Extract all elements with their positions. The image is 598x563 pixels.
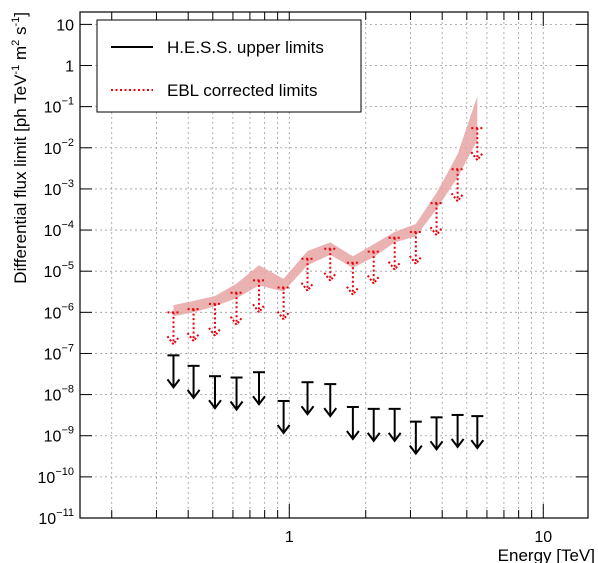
- legend: H.E.S.S. upper limits EBL corrected limi…: [96, 19, 362, 113]
- legend-box: [96, 19, 362, 113]
- hess-limit-arrow-head: [429, 440, 444, 452]
- ebl-limit-arrow-head: [252, 303, 266, 314]
- y-tick-label: 10−10: [38, 466, 74, 487]
- axis-ticks: [80, 12, 588, 519]
- ebl-uncertainty-band: [173, 96, 478, 317]
- hess-limit-arrow-head: [366, 432, 381, 443]
- hess-limit-arrow-head: [276, 424, 291, 435]
- grid: [80, 12, 588, 519]
- hess-upper-limits: [166, 354, 485, 456]
- hess-limit-arrow-head: [229, 400, 244, 412]
- ebl-limit-arrow-head: [409, 255, 423, 266]
- x-axis-title: Energy [TeV]: [498, 546, 595, 563]
- ebl-limit-arrow-head: [300, 282, 315, 293]
- hess-limit-arrow-head: [387, 432, 402, 443]
- y-tick-label: 1: [65, 59, 74, 76]
- hess-limit-arrow-head: [186, 389, 201, 400]
- ebl-limit-arrow-head: [366, 274, 381, 286]
- y-tick-label: 10−1: [44, 96, 74, 117]
- ebl-limit-arrow-head: [208, 327, 222, 338]
- y-tick-label: 10−6: [44, 301, 74, 322]
- legend-hess-label: H.E.S.S. upper limits: [167, 38, 324, 57]
- y-axis-title: Differential flux limit [ph TeV-1 m2 s-1…: [10, 12, 30, 284]
- ebl-limit-arrow-head: [166, 335, 181, 346]
- y-tick-label: 10−9: [44, 425, 74, 446]
- y-tick-label: 10−7: [44, 342, 74, 363]
- x-tick-label: 1: [285, 529, 294, 546]
- ebl-limit-arrow-head: [387, 261, 402, 272]
- y-tick-label: 10−11: [38, 507, 74, 528]
- hess-limit-arrow-head: [166, 378, 181, 390]
- x-tick-labels: 1 10: [285, 529, 552, 546]
- x-tick-label: 10: [534, 529, 552, 546]
- ebl-limit-arrow-head: [450, 192, 465, 203]
- ebl-limit-arrow-head: [323, 272, 338, 283]
- y-tick-label: 10: [56, 17, 74, 34]
- ebl-limit-arrow-head: [229, 316, 244, 327]
- ebl-limit-arrow-head: [276, 310, 291, 322]
- legend-ebl-label: EBL corrected limits: [167, 81, 318, 100]
- hess-limit-arrow-head: [470, 439, 485, 450]
- hess-limit-arrow-head: [323, 407, 338, 418]
- hess-limit-arrow-head: [346, 430, 360, 441]
- ebl-band-shape: [173, 96, 478, 317]
- ebl-limit-arrow-head: [346, 286, 360, 297]
- y-tick-label: 10−8: [44, 384, 74, 405]
- ebl-limit-arrow-head: [429, 226, 444, 237]
- y-tick-labels: 10 1 10−1 10−2 10−3 10−4 10−5 10−6 10−7 10−8 10−9 1…: [38, 17, 75, 528]
- hess-limit-arrow-head: [252, 395, 266, 406]
- ebl-limit-arrow-head: [186, 332, 201, 343]
- ebl-corrected-limits: [166, 127, 485, 346]
- y-tick-label: 10−2: [44, 137, 74, 158]
- y-tick-label: 10−4: [44, 219, 74, 240]
- hess-limit-arrow-head: [409, 445, 423, 456]
- hess-limit-arrow-head: [450, 438, 465, 449]
- hess-limit-arrow-head: [208, 399, 222, 410]
- ebl-limit-arrow-head: [470, 151, 485, 162]
- y-tick-label: 10−5: [44, 260, 74, 281]
- hess-limit-arrow-head: [300, 405, 315, 416]
- y-tick-label: 10−3: [44, 178, 74, 199]
- plot-frame: [79, 11, 589, 519]
